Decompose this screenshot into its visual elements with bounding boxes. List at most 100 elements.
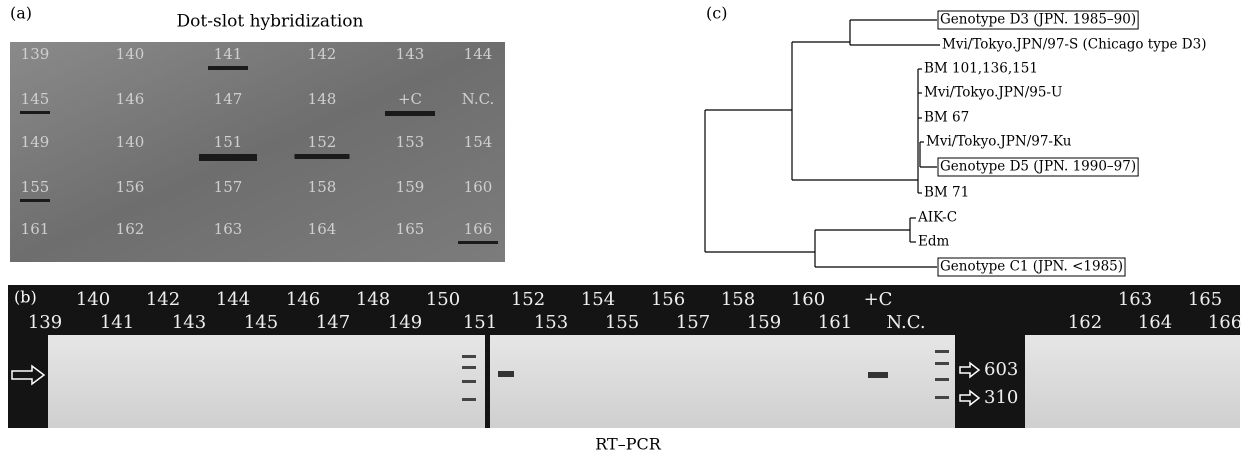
- leaf-label: AIK-C: [917, 210, 957, 226]
- lane-label: 146: [286, 289, 320, 310]
- leaf-label: BM 71: [924, 185, 969, 201]
- dot-label: 152: [308, 133, 337, 151]
- dot-signal: [199, 154, 257, 161]
- gel-band: [498, 371, 514, 377]
- leaf-label: Genotype C1 (JPN. <1985): [940, 259, 1123, 275]
- lane-label: 166: [1208, 312, 1242, 333]
- ladder: [462, 350, 949, 401]
- dot-label: +C: [398, 90, 422, 108]
- dot-label: 142: [308, 45, 337, 63]
- gel-image: [490, 335, 955, 428]
- lane-label: 139: [28, 312, 62, 333]
- lane-label: 156: [651, 289, 685, 310]
- dot-label: 139: [21, 45, 50, 63]
- dot-label: 165: [396, 220, 425, 238]
- dot-label: 149: [21, 133, 50, 151]
- marker-label: 603: [984, 359, 1018, 380]
- lane-label: 149: [388, 312, 422, 333]
- dot-label: 145: [21, 90, 50, 108]
- leaf-label: BM 101,136,151: [924, 61, 1038, 77]
- dot-label: 157: [214, 178, 243, 196]
- lane-label: 163: [1118, 289, 1152, 310]
- leaf-label: BM 67: [924, 110, 969, 126]
- tree: [704, 19, 940, 268]
- dot-label: 140: [116, 45, 145, 63]
- caption: RT–PCR: [595, 435, 661, 454]
- lane-label: 141: [100, 312, 134, 333]
- dot-label: 161: [21, 220, 50, 238]
- lane-label: 147: [316, 312, 350, 333]
- dot-label: 156: [116, 178, 145, 196]
- dot-signal: [458, 241, 498, 244]
- lane-label: 154: [581, 289, 615, 310]
- lane-label: 153: [534, 312, 568, 333]
- gel-image: [1025, 335, 1240, 428]
- dot-signal: [20, 199, 50, 202]
- gel-image: [48, 335, 485, 428]
- lane-label: 161: [818, 312, 852, 333]
- dot-label: 151: [214, 133, 243, 151]
- lane-label: 158: [721, 289, 755, 310]
- dot-label: 163: [214, 220, 243, 238]
- marker-label: 310: [984, 387, 1018, 408]
- lane-label: 152: [511, 289, 545, 310]
- lane-label: N.C.: [886, 312, 925, 333]
- panel-title: Dot-slot hybridization: [177, 12, 364, 32]
- lane-label: 150: [426, 289, 460, 310]
- dot-signal: [294, 154, 350, 159]
- lane-label: 157: [676, 312, 710, 333]
- dot-label: 140: [116, 133, 145, 151]
- lane-label: 151: [463, 312, 497, 333]
- dot-signal: [208, 66, 248, 70]
- dot-label: 158: [308, 178, 337, 196]
- arrow: [959, 361, 981, 379]
- gel-band: [868, 372, 888, 378]
- leaf-box: [937, 257, 1126, 277]
- leaf-box: [937, 157, 1139, 177]
- leaf-box: [937, 10, 1139, 30]
- leaf-label: Mvi/Tokyo.JPN/95-U: [924, 85, 1062, 101]
- dot-label: 144: [464, 45, 493, 63]
- lane-label: 160: [791, 289, 825, 310]
- lane-label: 159: [747, 312, 781, 333]
- dot-label: 162: [116, 220, 145, 238]
- dot-label: 153: [396, 133, 425, 151]
- dot-label: 147: [214, 90, 243, 108]
- leaf-label: Genotype D3 (JPN. 1985–90): [940, 12, 1136, 28]
- dot-label: 160: [464, 178, 493, 196]
- panel-label: (b): [14, 288, 37, 307]
- arrow: [959, 389, 981, 407]
- panel-label: (c): [706, 4, 727, 23]
- lane-label: 164: [1138, 312, 1172, 333]
- dot-label: 164: [308, 220, 337, 238]
- lane-label: 155: [605, 312, 639, 333]
- dot-label: 155: [21, 178, 50, 196]
- lane-label: 148: [356, 289, 390, 310]
- dot-label: 166: [464, 220, 493, 238]
- arrow: [11, 364, 46, 386]
- dot-label: 143: [396, 45, 425, 63]
- lane-label: 162: [1068, 312, 1102, 333]
- lane-label: 142: [146, 289, 180, 310]
- dot-label: 146: [116, 90, 145, 108]
- dot-label: 141: [214, 45, 243, 63]
- dot-signal: [385, 111, 435, 116]
- dot-label: 154: [464, 133, 493, 151]
- lane-label: 165: [1188, 289, 1222, 310]
- leaf-label: Edm: [918, 234, 949, 250]
- lane-label: 140: [76, 289, 110, 310]
- lane-label: 143: [172, 312, 206, 333]
- panel-label: (a): [10, 4, 32, 23]
- dot-label: 159: [396, 178, 425, 196]
- leaf-label: Mvi/Tokyo.JPN/97-S (Chicago type D3): [942, 37, 1206, 53]
- lane-label: +C: [864, 289, 893, 310]
- dot-label: 148: [308, 90, 337, 108]
- leaf-label: Mvi/Tokyo.JPN/97-Ku: [926, 134, 1072, 150]
- lane-label: 145: [244, 312, 278, 333]
- dot-label: N.C.: [462, 90, 495, 108]
- blot-image: [10, 42, 505, 262]
- dot-signal: [20, 111, 50, 114]
- lane-label: 144: [216, 289, 250, 310]
- leaf-label: Genotype D5 (JPN. 1990–97): [940, 159, 1136, 175]
